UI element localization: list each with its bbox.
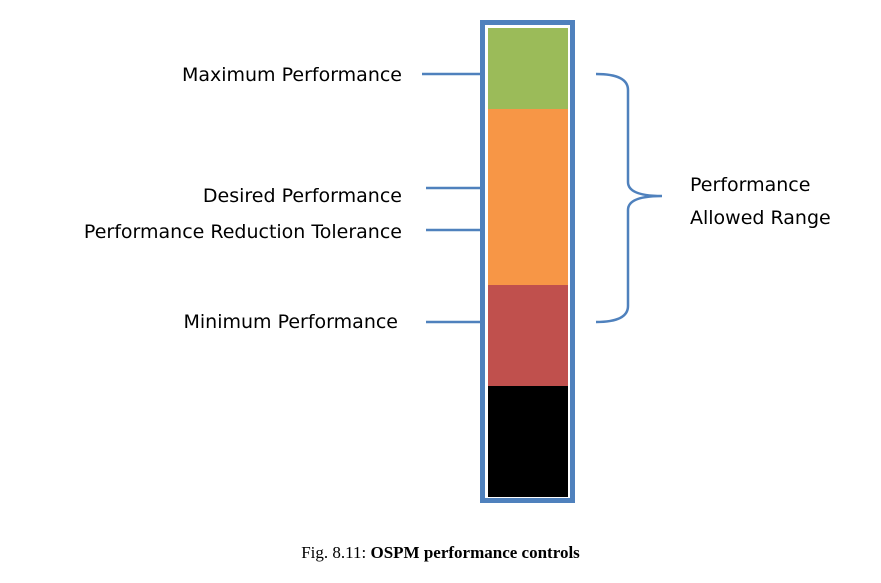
minimum-band: [488, 285, 568, 386]
allowed-range-label-line1: Performance: [690, 174, 810, 196]
caption-prefix: Fig. 8.11:: [301, 543, 371, 562]
minimum-performance-label: Minimum Performance: [184, 311, 399, 333]
allowed-range-label-line2: Allowed Range: [690, 207, 831, 229]
desired-performance-label: Desired Performance: [203, 185, 402, 207]
allowed-band: [488, 109, 568, 285]
maximum-performance-label: Maximum Performance: [182, 64, 402, 86]
performance-reduction-tolerance-label: Performance Reduction Tolerance: [84, 221, 402, 243]
allowed-range-brace: [595, 72, 663, 324]
performance-bar-frame: [480, 20, 575, 503]
below-minimum-band: [488, 386, 568, 497]
caption-title: OSPM performance controls: [370, 543, 580, 562]
figure-caption: Fig. 8.11: OSPM performance controls: [0, 543, 881, 563]
maximum-band: [488, 28, 568, 109]
